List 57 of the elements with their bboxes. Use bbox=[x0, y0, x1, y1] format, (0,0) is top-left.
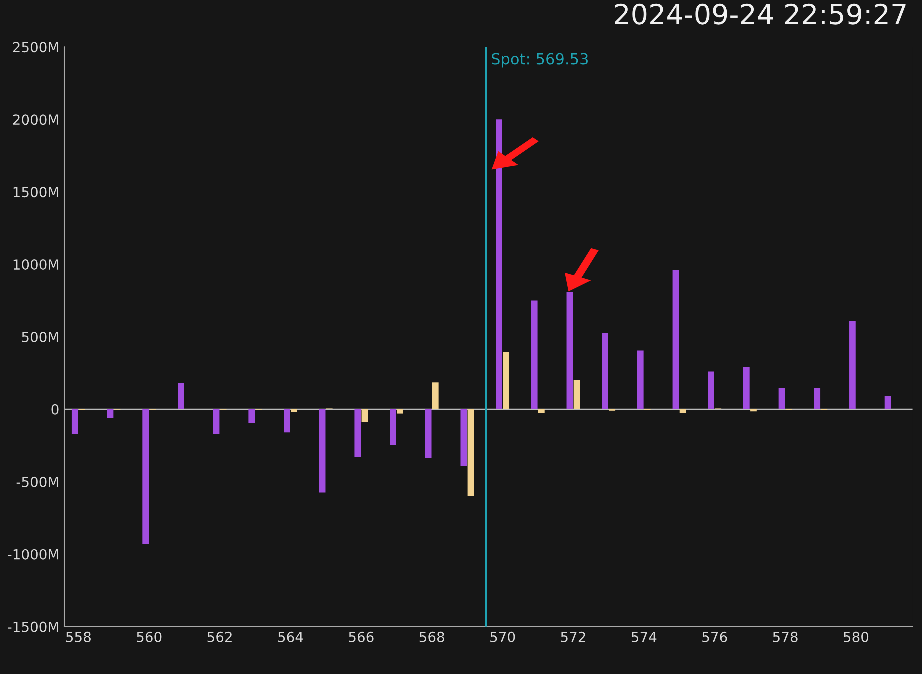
y-tick-label: 1000M bbox=[14, 260, 58, 270]
x-tick-label: 564 bbox=[278, 632, 304, 642]
bar bbox=[432, 382, 439, 410]
bar bbox=[178, 383, 184, 410]
y-tick-label: -1000M bbox=[8, 549, 58, 560]
y-tick-label: 500M bbox=[22, 332, 58, 342]
bar bbox=[468, 409, 474, 496]
ref-line-label: Spot: 569.53 bbox=[492, 53, 588, 68]
y-tick-label: 0 bbox=[52, 404, 59, 415]
bar bbox=[213, 409, 220, 434]
bar bbox=[503, 352, 510, 410]
x-tick-label: 560 bbox=[137, 632, 162, 642]
bar bbox=[362, 409, 368, 422]
bar bbox=[107, 409, 114, 418]
x-tick-label: 580 bbox=[844, 632, 869, 642]
x-tick-label: 570 bbox=[490, 632, 516, 642]
bar bbox=[884, 396, 892, 410]
bar bbox=[672, 270, 680, 410]
bar bbox=[531, 300, 538, 410]
x-tick-label: 574 bbox=[632, 632, 657, 642]
x-tick-label: 568 bbox=[420, 632, 444, 642]
x-tick-label: 558 bbox=[66, 632, 91, 642]
bar bbox=[574, 380, 580, 410]
text: 2024-09-24 22:59:27 bbox=[615, 4, 906, 25]
bar bbox=[814, 388, 821, 410]
bar bbox=[750, 409, 757, 412]
bar bbox=[538, 409, 545, 414]
bar bbox=[319, 409, 326, 493]
bar bbox=[637, 350, 644, 410]
bar bbox=[460, 409, 468, 466]
bar bbox=[390, 409, 396, 445]
bar bbox=[72, 409, 78, 434]
bar bbox=[496, 120, 502, 410]
y-tick-label: 1500M bbox=[14, 187, 58, 198]
bar bbox=[778, 388, 786, 410]
x-tick-label: 578 bbox=[773, 632, 798, 642]
bar bbox=[602, 333, 608, 410]
y-tick-label: -1500M bbox=[8, 622, 58, 632]
bar bbox=[708, 372, 715, 410]
bar bbox=[743, 367, 750, 410]
bar bbox=[291, 409, 298, 412]
y-tick-label: 2000M bbox=[13, 114, 58, 126]
bar bbox=[680, 409, 686, 414]
bar bbox=[248, 409, 256, 424]
bar bbox=[397, 409, 404, 414]
bar bbox=[354, 409, 362, 458]
bar bbox=[425, 409, 432, 458]
x-tick-label: 572 bbox=[561, 632, 586, 642]
bar bbox=[142, 409, 150, 544]
x-tick-label: 562 bbox=[208, 632, 232, 642]
bar bbox=[284, 409, 290, 433]
x-tick-label: 576 bbox=[702, 632, 728, 642]
y-tick-label: -500M bbox=[16, 476, 58, 488]
bar bbox=[566, 292, 574, 410]
bar bbox=[850, 321, 856, 410]
y-tick-label: 2500M bbox=[13, 42, 58, 53]
x-tick-label: 566 bbox=[349, 632, 374, 642]
